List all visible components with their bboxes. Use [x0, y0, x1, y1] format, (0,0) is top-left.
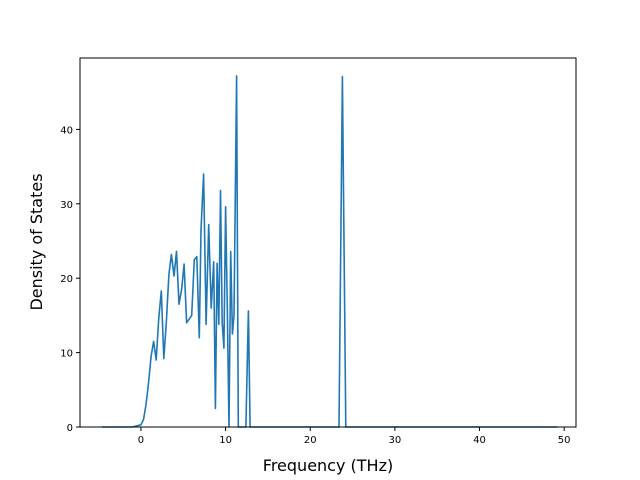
- plot-frame: [79, 57, 577, 428]
- x-tick-label: 50: [558, 435, 571, 446]
- y-tick-label: 40: [60, 125, 73, 136]
- y-axis: 0 10 20 30 40: [60, 125, 80, 434]
- x-tick-label: 0: [138, 435, 144, 446]
- y-tick-label: 10: [60, 349, 73, 360]
- x-tick-label: 10: [219, 435, 232, 446]
- x-tick-label: 40: [473, 435, 486, 446]
- x-tick-label: 20: [304, 435, 317, 446]
- x-axis-label: Frequency (THz): [263, 456, 393, 475]
- x-tick-label: 30: [388, 435, 401, 446]
- y-axis-label: Density of States: [27, 173, 46, 310]
- x-axis: 0 10 20 30 40 50: [138, 427, 571, 446]
- y-tick-label: 20: [60, 274, 73, 285]
- y-tick-label: 30: [60, 200, 73, 211]
- y-tick-label: 0: [67, 423, 73, 434]
- plot-background: [80, 58, 576, 427]
